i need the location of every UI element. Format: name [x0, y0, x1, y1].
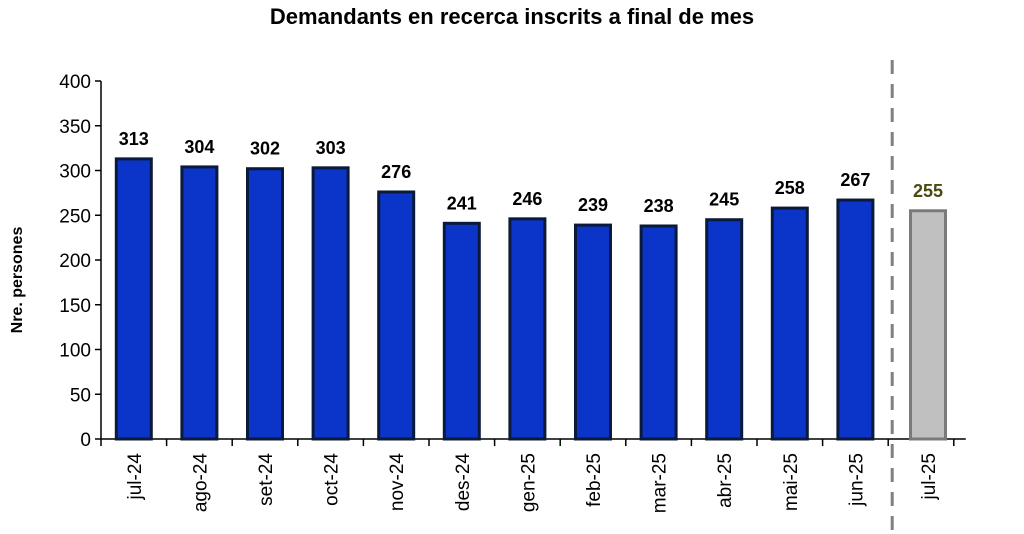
bar-feb-25 [574, 223, 612, 441]
category-label-jul-25: jul-25 [919, 453, 940, 500]
category-label-oct-24: oct-24 [322, 453, 343, 506]
bar-oct-24 [311, 166, 350, 441]
category-label-gen-25: gen-25 [518, 453, 539, 512]
y-tick-label: 350 [59, 117, 91, 138]
category-label-abr-25: abr-25 [715, 453, 736, 508]
bar-abr-25 [705, 218, 744, 441]
bar-des-24 [442, 221, 481, 441]
category-label-ago-24: ago-24 [190, 453, 211, 513]
value-label-oct-24: 303 [316, 138, 346, 158]
category-label-mar-25: mar-25 [650, 453, 671, 513]
y-tick-label: 100 [59, 341, 91, 362]
category-label-feb-25: feb-25 [584, 453, 605, 507]
bar-set-24 [246, 167, 284, 441]
chart-title: Demandants en recerca inscrits a final d… [269, 4, 755, 29]
y-tick-label: 250 [59, 206, 91, 227]
bar-mar-25 [639, 224, 678, 441]
bar-mai-25 [770, 206, 809, 441]
category-label-nov-24: nov-24 [387, 453, 408, 512]
y-tick-label: 50 [70, 385, 91, 406]
value-label-mai-25: 258 [775, 178, 805, 198]
category-label-des-24: des-24 [453, 453, 474, 512]
bar-jul-24 [114, 157, 153, 441]
category-label-jun-25: jun-25 [846, 453, 867, 507]
value-label-set-24: 302 [250, 139, 280, 159]
value-label-nov-24: 276 [381, 162, 411, 182]
value-label-ago-24: 304 [184, 137, 214, 157]
value-label-feb-25: 239 [578, 195, 608, 215]
y-axis-title: Nre. persones [9, 227, 26, 334]
category-label-jul-24: jul-24 [125, 453, 146, 501]
bar-nov-24 [377, 190, 416, 441]
value-label-jul-25: 255 [913, 181, 943, 201]
bar-jul-25 [909, 209, 947, 441]
bar-jun-25 [836, 198, 875, 441]
y-tick-label: 0 [80, 430, 91, 451]
y-tick-label: 400 [59, 72, 91, 93]
value-label-mar-25: 238 [644, 196, 674, 216]
value-label-jul-24: 313 [119, 129, 149, 149]
y-tick-label: 300 [59, 162, 91, 183]
category-label-mai-25: mai-25 [781, 453, 802, 511]
bar-ago-24 [180, 165, 219, 441]
category-label-set-24: set-24 [256, 453, 277, 506]
bar-gen-25 [508, 217, 547, 441]
value-label-abr-25: 245 [709, 190, 739, 210]
value-label-jun-25: 267 [840, 170, 870, 190]
value-label-gen-25: 246 [512, 189, 542, 209]
y-tick-label: 200 [59, 251, 91, 272]
y-tick-label: 150 [59, 296, 91, 317]
value-label-des-24: 241 [447, 193, 477, 213]
